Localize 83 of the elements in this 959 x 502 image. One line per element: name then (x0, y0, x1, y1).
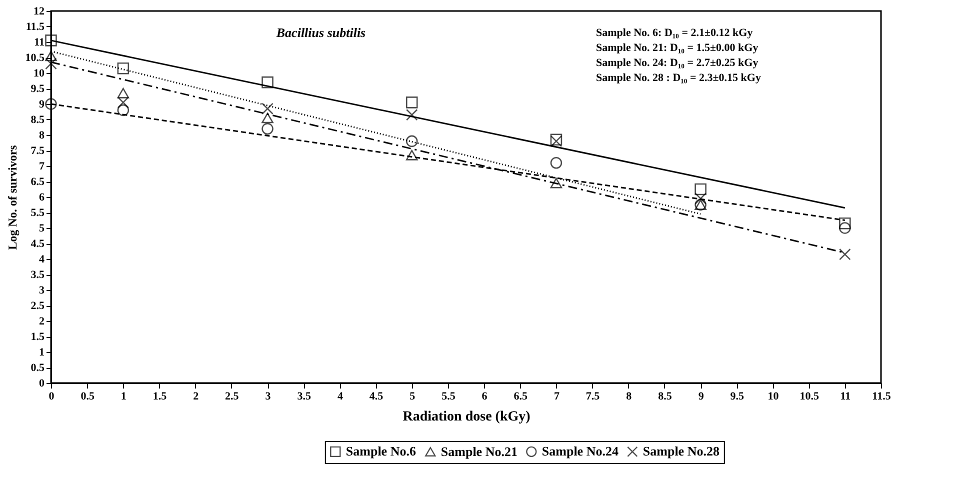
y-tick-label: 8.5 (30, 114, 45, 126)
legend-label: Sample No.21 (440, 444, 518, 459)
x-tick-label: 4 (337, 390, 344, 402)
point (45, 98, 57, 110)
x-tick-label: 3.5 (297, 390, 312, 402)
x-tick-label: 5.5 (442, 390, 456, 402)
x-tick-label: 7 (554, 390, 560, 402)
x-tick-label: 0 (48, 390, 55, 402)
legend-label: Sample No.28 (642, 444, 720, 459)
y-tick-label: 9.5 (30, 83, 45, 95)
x-tick-label: 3 (265, 390, 272, 402)
point (117, 62, 130, 74)
point (45, 58, 57, 70)
y-tick-label: 2.5 (30, 300, 45, 312)
point (117, 88, 130, 98)
x-axis-title: Radiation dose (kGy) (402, 410, 531, 424)
point (45, 50, 57, 62)
annotation: Sample No. 6: D₁₀ = 2.1±0.12 kGy (596, 27, 754, 39)
x-tick-label: 0.5 (80, 390, 95, 402)
legend-label: Sample No.6 (346, 444, 416, 459)
point (117, 104, 130, 116)
point (262, 122, 274, 135)
point (839, 222, 851, 234)
x-tick-label: 8.5 (658, 390, 672, 402)
y-tick-label: 0 (39, 378, 45, 390)
y-tick-label: 1 (39, 346, 44, 358)
y-tick-label: 5.5 (30, 207, 45, 219)
y-tick-label: 10 (34, 68, 45, 80)
y-tick-label: 9 (39, 98, 45, 110)
point (117, 96, 130, 108)
y-tick-label: 1.5 (30, 331, 45, 343)
point (839, 217, 851, 230)
point (406, 135, 418, 148)
x-tick-label: 2 (193, 390, 200, 402)
x-tick-label: 2.5 (225, 390, 240, 402)
y-tick-label: 0.5 (30, 362, 45, 374)
x-tick-label: 4.5 (369, 390, 384, 402)
y-tick-label: 4.5 (30, 238, 45, 250)
y-tick-label: 4 (39, 254, 45, 266)
x-tick-label: 9 (698, 390, 704, 402)
point (406, 96, 418, 108)
point (262, 102, 274, 115)
x-tick-label: 7.5 (586, 390, 600, 402)
x-tick-label: 6 (482, 390, 488, 402)
y-tick-label: 6 (39, 192, 45, 204)
point (45, 34, 57, 46)
x-tick-label: 11 (840, 390, 851, 402)
x-tick-label: 10.5 (800, 390, 820, 402)
point (262, 76, 274, 88)
x-tick-label: 8 (626, 390, 632, 402)
y-tick-label: 7 (39, 160, 45, 172)
point (406, 108, 418, 121)
point (694, 183, 706, 196)
x-tick-label: 6.5 (514, 390, 528, 402)
x-tick-label: 1 (120, 390, 126, 402)
y-tick-label: 6.5 (30, 176, 45, 188)
annotation: Bacillius subtilis (275, 25, 366, 40)
y-tick-label: 3 (39, 284, 45, 296)
legend-label: Sample No.24 (542, 444, 619, 459)
point (550, 157, 562, 169)
y-tick-label: 11.5 (26, 21, 45, 33)
point (262, 112, 274, 124)
y-tick-label: 7.5 (30, 145, 45, 157)
y-tick-label: 12 (34, 6, 45, 18)
y-axis-title: Log No. of survivors (5, 144, 20, 250)
y-tick-label: 8 (39, 130, 45, 142)
point (550, 178, 562, 188)
x-tick-label: 1.5 (152, 390, 168, 402)
annotation: Sample No. 21: D₁₀ = 1.5±0.00 kGy (596, 42, 759, 54)
y-tick-label: 11 (34, 36, 44, 48)
y-tick-label: 5 (39, 222, 45, 234)
x-tick-label: 10 (768, 390, 780, 402)
point (839, 248, 851, 260)
x-tick-label: 9.5 (730, 390, 745, 402)
annotation: Sample No. 28 : D₁₀ = 2.3±0.15 kGy (596, 72, 762, 84)
point (406, 150, 418, 160)
x-tick-label: 11.5 (872, 390, 892, 402)
x-tick-label: 5 (410, 390, 416, 402)
y-tick-label: 3.5 (30, 269, 45, 281)
y-tick-label: 2 (39, 316, 45, 328)
y-tick-label: 10.5 (25, 52, 45, 64)
point (694, 192, 706, 204)
annotation: Sample No. 24: D₁₀ = 2.7±0.25 kGy (596, 57, 759, 69)
